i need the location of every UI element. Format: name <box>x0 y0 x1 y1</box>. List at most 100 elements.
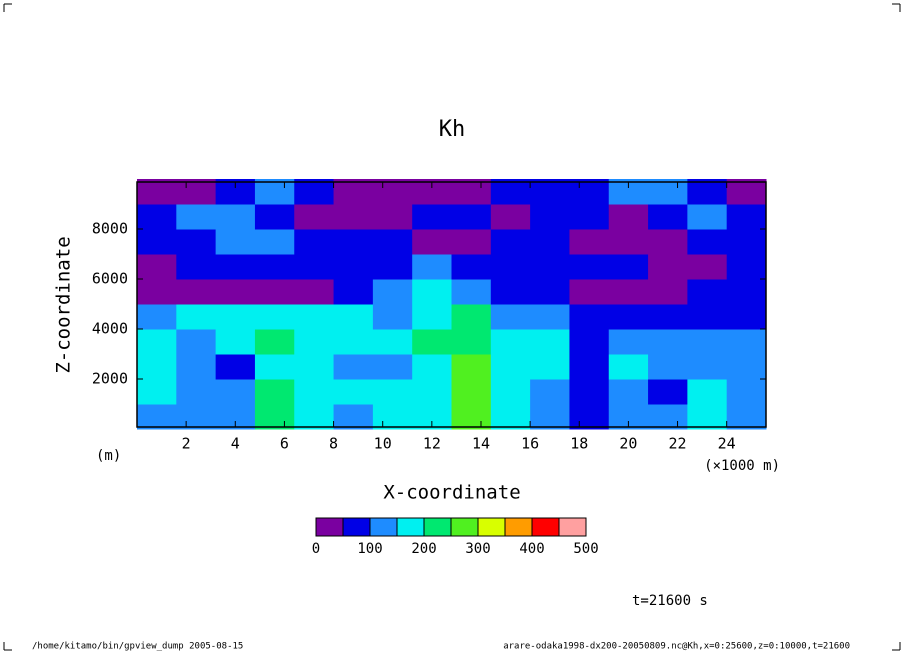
colorbar-label: 500 <box>573 541 598 557</box>
contour-cell <box>687 204 728 230</box>
contour-cell <box>137 179 177 205</box>
contour-cell <box>412 379 452 405</box>
contour-cell <box>726 204 767 230</box>
contour-cell <box>137 404 177 430</box>
contour-cell <box>372 379 413 405</box>
contour-cell <box>648 229 688 255</box>
contour-cell <box>608 279 649 305</box>
contour-cell <box>254 379 295 405</box>
contour-cell <box>608 379 649 405</box>
contour-cell <box>648 329 688 355</box>
contour-cell <box>294 404 335 430</box>
contour-cell <box>254 329 295 355</box>
contour-cell <box>412 304 452 330</box>
contour-cell <box>215 254 256 280</box>
x-tick-label: 8 <box>329 435 338 453</box>
contour-cell <box>648 304 688 330</box>
contour-cell <box>648 179 688 205</box>
contour-cell <box>687 254 728 280</box>
colorbar-bin <box>450 517 479 537</box>
contour-cell <box>294 229 335 255</box>
contour-cell <box>490 179 531 205</box>
x-tick-label: 22 <box>669 435 687 453</box>
x-tick-label: 10 <box>374 435 392 453</box>
contour-cell <box>530 354 570 380</box>
contour-cell <box>608 204 649 230</box>
contour-cell <box>254 304 295 330</box>
contour-cell <box>530 204 570 230</box>
contour-cell <box>530 379 570 405</box>
contour-cell <box>137 304 177 330</box>
contour-cell <box>412 279 452 305</box>
contour-cell <box>254 204 295 230</box>
contour-cell <box>254 279 295 305</box>
contour-cell <box>137 254 177 280</box>
contour-cell <box>137 279 177 305</box>
contour-cell <box>530 279 570 305</box>
contour-cell <box>490 354 531 380</box>
contour-cell <box>372 204 413 230</box>
contour-cell <box>254 179 295 205</box>
contour-cell <box>726 179 767 205</box>
x-tick-label: 18 <box>570 435 588 453</box>
y-tick-label: 6000 <box>92 270 128 288</box>
x-tick-label: 6 <box>280 435 289 453</box>
contour-cell <box>569 179 610 205</box>
contour-cell <box>451 404 492 430</box>
contour-cell <box>687 354 728 380</box>
footer-right: arare-odaka1998-dx200-20050809.nc@Kh,x=0… <box>503 642 850 652</box>
contour-cell <box>569 279 610 305</box>
contour-cell <box>451 329 492 355</box>
contour-cell <box>648 254 688 280</box>
contour-cell <box>137 379 177 405</box>
y-tick-label: 2000 <box>92 370 128 388</box>
contour-cell <box>176 279 217 305</box>
contour-cell <box>137 229 177 255</box>
contour-cell <box>137 354 177 380</box>
colorbar-bin <box>477 517 506 537</box>
x-tick-label: 4 <box>231 435 240 453</box>
x-tick-label: 20 <box>619 435 637 453</box>
contour-cell <box>215 229 256 255</box>
contour-cell <box>451 379 492 405</box>
contour-cell <box>215 379 256 405</box>
time-label: t=21600 s <box>632 593 708 609</box>
contour-cell <box>254 254 295 280</box>
colorbar-label: 400 <box>519 541 544 557</box>
contour-cell <box>412 329 452 355</box>
contour-cell <box>726 329 767 355</box>
contour-cell <box>608 254 649 280</box>
contour-cell <box>569 404 610 430</box>
contour-cell <box>333 204 374 230</box>
contour-cell <box>412 254 452 280</box>
x-tick-label: 2 <box>182 435 191 453</box>
contour-cell <box>687 229 728 255</box>
contour-cell <box>372 329 413 355</box>
contour-cell <box>451 229 492 255</box>
contour-cell <box>372 304 413 330</box>
contour-cell <box>569 379 610 405</box>
x-tick-label: 24 <box>718 435 736 453</box>
contour-cell <box>294 329 335 355</box>
contour-cell <box>648 354 688 380</box>
contour-cell <box>333 229 374 255</box>
y-units: (m) <box>96 448 121 464</box>
contour-cell <box>176 204 217 230</box>
contour-cell <box>254 229 295 255</box>
contour-cell <box>569 204 610 230</box>
contour-cell <box>490 254 531 280</box>
contour-cell <box>726 304 767 330</box>
contour-cell <box>333 179 374 205</box>
colorbar-bin <box>369 517 398 537</box>
contour-cell <box>569 254 610 280</box>
x-axis-title: X-coordinate <box>383 482 520 504</box>
contour-cell <box>372 279 413 305</box>
contour-cell <box>294 254 335 280</box>
chart-title: Kh <box>439 117 466 142</box>
contour-cell <box>726 354 767 380</box>
contour-cell <box>530 304 570 330</box>
contour-cell <box>569 229 610 255</box>
plot-frame <box>136 181 767 428</box>
